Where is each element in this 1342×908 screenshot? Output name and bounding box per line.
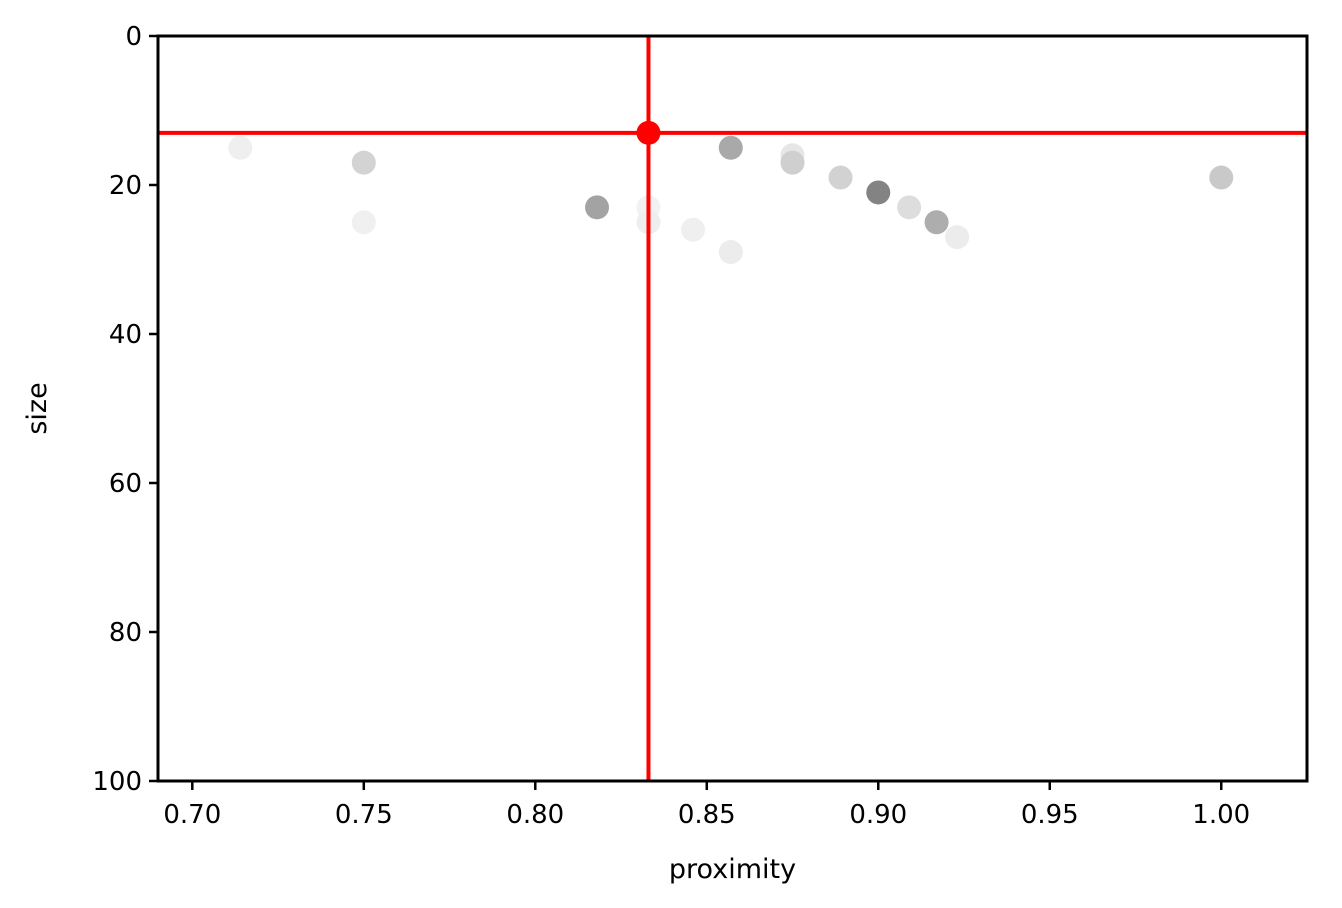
data-point (897, 195, 922, 220)
y-axis-label: size (22, 382, 53, 434)
highlight-point (636, 120, 661, 145)
points-layer (228, 135, 1234, 265)
y-tick-label: 20 (109, 171, 142, 201)
data-point (1209, 165, 1234, 190)
x-tick-label: 0.80 (506, 800, 564, 830)
x-tick-label: 0.75 (335, 800, 393, 830)
data-point (924, 210, 949, 235)
ticks-layer: 0.70 0.75 0.80 0.85 0.90 0.95 1.00 0 20 40 60 80 100 (92, 22, 1250, 830)
y-tick-label: 100 (92, 767, 142, 797)
data-point (585, 195, 610, 220)
data-point (351, 150, 376, 175)
y-tick-label: 80 (109, 618, 142, 648)
x-axis-label: proximity (669, 854, 796, 885)
plot-frame (156, 34, 1309, 783)
y-tick-label: 60 (109, 469, 142, 499)
data-point (945, 225, 970, 250)
y-tick-label: 0 (125, 22, 142, 52)
data-point (866, 180, 891, 205)
x-tick-label: 1.00 (1192, 800, 1250, 830)
x-tick-label: 0.85 (678, 800, 736, 830)
data-point (828, 165, 853, 190)
y-tick-label: 40 (109, 320, 142, 350)
x-tick-label: 0.95 (1021, 800, 1079, 830)
data-point (718, 240, 743, 265)
data-point (351, 210, 376, 235)
data-point (718, 135, 743, 160)
crosshair-layer (158, 36, 1307, 781)
data-point (780, 150, 805, 175)
data-point (228, 135, 253, 160)
x-tick-label: 0.70 (163, 800, 221, 830)
x-tick-label: 0.90 (849, 800, 907, 830)
data-point (681, 217, 706, 242)
